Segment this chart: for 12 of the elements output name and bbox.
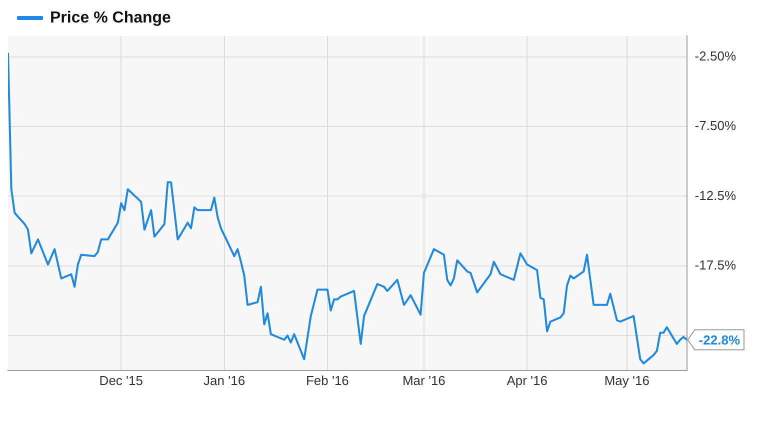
y-tick-label: -12.5%: [694, 188, 736, 203]
annotation: -22.8%: [698, 332, 740, 348]
x-tick-label: Dec '15: [99, 372, 143, 388]
x-tick-label: Apr '16: [506, 372, 548, 388]
y-tick-label: -17.5%: [694, 257, 736, 272]
legend-label: Price % Change: [50, 9, 172, 26]
x-tick-label: May '16: [604, 372, 650, 388]
x-tick-label: Feb '16: [306, 372, 349, 388]
x-tick-label: Mar '16: [402, 372, 446, 388]
y-tick-label: -7.50%: [694, 118, 736, 134]
y-tick-label: -2.50%: [694, 48, 736, 64]
x-tick-label: Jan '16: [204, 372, 246, 388]
